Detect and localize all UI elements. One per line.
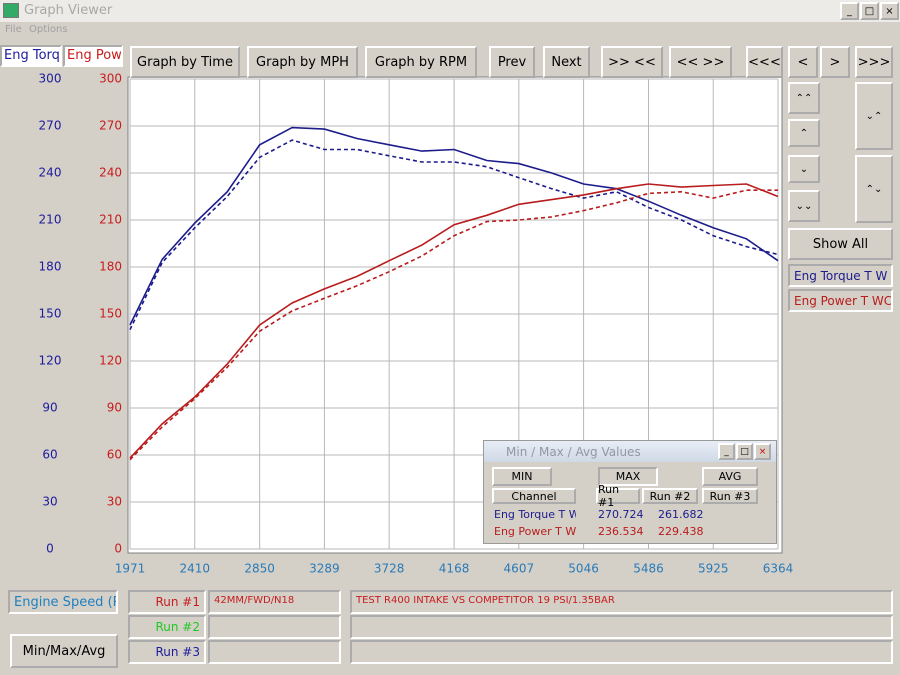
toolbar-button[interactable]: Graph by Time [130,46,240,78]
x-tick-label: 6364 [763,562,794,576]
run-car: 42MM/FWD/N18 [208,590,341,614]
minmax-dialog: Min / Max / Avg Values _ □ × MIN MAX AVG Ch… [483,440,777,544]
column-header: Run #3 [702,488,758,504]
series-line-run2 [129,139,779,331]
toolbar-button[interactable]: Graph by MPH [247,46,358,78]
column-header: Run #1 [596,483,640,509]
close-button[interactable]: × [754,443,771,460]
title-bar: Graph Viewer _ □ × [0,0,900,22]
run-car [208,615,341,639]
stat-button[interactable]: MIN [492,467,552,486]
x-tick-label: 2410 [179,562,210,576]
toolbar-button[interactable]: <<< [746,46,783,78]
y-tick-label: 210 [39,213,62,227]
minimize-button[interactable]: _ [840,2,859,20]
y-tick-label: 60 [42,448,57,462]
y2-tick-label: 270 [99,119,122,133]
scroll-button[interactable]: ⌃ [788,119,820,147]
toolbar-button[interactable]: Prev [489,46,535,78]
run-note [350,640,893,664]
close-button[interactable]: × [880,2,899,20]
scroll-button[interactable]: ⌄⌄ [788,190,820,222]
toolbar-button[interactable]: > [820,46,850,78]
x-tick-label: 1971 [115,562,146,576]
channel-name: Eng Torque T W [494,508,576,521]
app-icon [3,3,19,18]
legend-entry: Eng Power T WC [788,289,893,312]
axis-tab[interactable]: Eng Powe [63,45,123,67]
series-line [129,183,779,459]
menu-options[interactable]: Options [29,24,68,35]
scroll-button[interactable]: ⌃⌃ [788,82,820,114]
run-note [350,615,893,639]
stat-button[interactable]: MAX [598,467,658,486]
menu-file[interactable]: File [5,24,22,35]
maximize-button[interactable]: □ [736,443,753,460]
minmax-button[interactable]: Min/Max/Avg [10,634,118,668]
maximize-button[interactable]: □ [860,2,879,20]
window-title: Graph Viewer [24,3,113,18]
y-tick-label: 270 [39,119,62,133]
y-tick-label: 90 [42,401,57,415]
y-tick-label: 0 [46,542,54,556]
y2-tick-label: 180 [99,260,122,274]
x-tick-label: 2850 [244,562,275,576]
channel-name: Eng Power T WC [494,525,576,538]
toolbar-button[interactable]: < [788,46,818,78]
legend-entry: Eng Torque T W [788,264,893,287]
y-tick-label: 300 [39,72,62,86]
toolbar-button[interactable]: << >> [669,46,732,78]
y-tick-label: 240 [39,166,62,180]
minimize-button[interactable]: _ [718,443,735,460]
y-tick-label: 150 [39,307,62,321]
axis-tab[interactable]: Eng Torq [0,45,62,67]
y2-tick-label: 0 [114,542,122,556]
y2-tick-label: 90 [107,401,122,415]
y-tick-label: 180 [39,260,62,274]
y2-tick-label: 300 [99,72,122,86]
run-label: Run #2 [128,615,206,639]
run-label: Run #1 [128,590,206,614]
y2-tick-label: 120 [99,354,122,368]
y2-tick-label: 240 [99,166,122,180]
stat-value: 270.724 [598,508,644,521]
toolbar-button[interactable]: >>> [855,46,893,78]
stat-value: 236.534 [598,525,644,538]
y2-tick-label: 30 [107,495,122,509]
scroll-button[interactable]: ⌄ [788,155,820,183]
zoom-button[interactable]: ⌃⌄ [855,155,893,223]
x-tick-label: 5925 [698,562,729,576]
y-tick-label: 30 [42,495,57,509]
toolbar-button[interactable]: Graph by RPM [365,46,477,78]
series-line-run2 [129,189,778,461]
y2-tick-label: 210 [99,213,122,227]
zoom-button[interactable]: ⌄⌃ [855,82,893,150]
y-tick-label: 120 [39,354,62,368]
x-tick-label: 4168 [439,562,470,576]
dialog-title: Min / Max / Avg Values [506,445,641,459]
stat-button[interactable]: AVG [702,467,758,486]
y2-tick-label: 60 [107,448,122,462]
x-channel: Engine Speed (RI [8,590,118,614]
toolbar-button[interactable]: Next [543,46,590,78]
x-tick-label: 5486 [633,562,664,576]
column-header: Channel [492,488,576,504]
x-tick-label: 4607 [504,562,535,576]
y2-tick-label: 150 [99,307,122,321]
run-note: TEST R400 INTAKE VS COMPETITOR 19 PSI/1.… [350,590,893,614]
column-header: Run #2 [642,488,698,504]
x-tick-label: 5046 [568,562,599,576]
toolbar-button[interactable]: >> << [601,46,663,78]
show-all-button[interactable]: Show All [788,228,893,260]
run-label: Run #3 [128,640,206,664]
stat-value: 229.438 [658,525,704,538]
series-line [129,126,779,326]
x-tick-label: 3289 [309,562,340,576]
x-tick-label: 3728 [374,562,405,576]
stat-value: 261.682 [658,508,704,521]
dialog-title-bar: Min / Max / Avg Values _ □ × [484,441,776,462]
run-car [208,640,341,664]
